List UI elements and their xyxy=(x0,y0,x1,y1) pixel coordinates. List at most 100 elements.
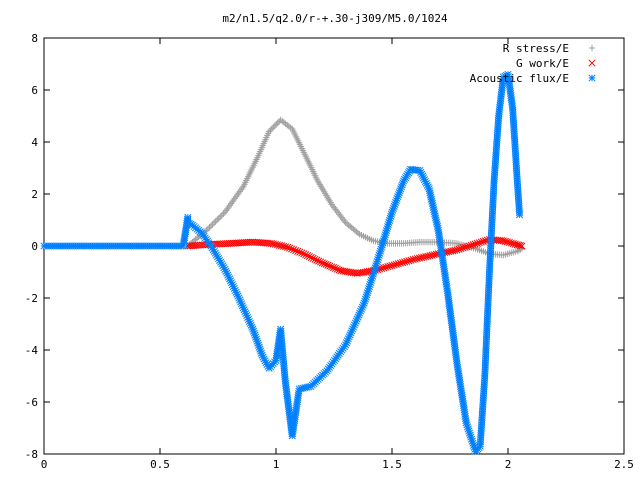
series-1-point xyxy=(509,240,517,248)
x-tick-label: 0.5 xyxy=(150,458,170,471)
series-1-point xyxy=(465,242,473,250)
series-1-point xyxy=(294,247,302,255)
series-1-point xyxy=(284,243,292,251)
series-1-point xyxy=(290,246,298,254)
series-1-point xyxy=(384,263,392,271)
series-1-point xyxy=(271,240,279,248)
series-0-point xyxy=(212,218,219,225)
series-layer xyxy=(40,70,526,455)
axis-ticks xyxy=(43,37,625,455)
series-1-point xyxy=(326,262,334,270)
series-1-point xyxy=(288,245,296,253)
legend-marker-1 xyxy=(588,59,596,67)
series-1-point xyxy=(424,252,432,260)
series-1-point xyxy=(279,242,288,250)
series-1-point xyxy=(313,256,321,264)
series-0-point xyxy=(270,124,277,131)
series-1-point xyxy=(455,245,463,253)
series-1-point xyxy=(507,239,515,247)
series-1-point xyxy=(405,257,413,265)
series-0-point xyxy=(515,247,523,254)
series-1-point xyxy=(499,237,507,245)
legend-label-2: Acoustic flux/E xyxy=(470,72,569,85)
series-1-point xyxy=(333,265,341,273)
series-1-point xyxy=(422,253,430,261)
series-1-point xyxy=(298,249,306,257)
series-0-point xyxy=(267,126,274,134)
series-1-point xyxy=(275,241,284,249)
series-0-point xyxy=(354,229,362,237)
series-1-point xyxy=(382,263,390,271)
series-1-point xyxy=(473,239,481,247)
series-1-point xyxy=(505,238,513,247)
y-tick-label: 4 xyxy=(31,136,38,149)
series-1-point xyxy=(430,251,438,259)
series-0-point xyxy=(268,125,276,132)
series-1-point xyxy=(516,242,524,250)
series-0-point xyxy=(206,224,213,231)
series-1-point xyxy=(407,256,415,264)
series-1-point xyxy=(335,266,343,274)
series-1-point xyxy=(469,241,477,249)
series-1-point xyxy=(303,252,312,260)
series-1-point xyxy=(417,254,426,262)
series-0-point xyxy=(217,213,224,220)
series-1-point xyxy=(475,239,483,247)
series-1-point xyxy=(477,238,485,246)
series-1-point xyxy=(413,254,421,263)
series-1-point xyxy=(449,247,457,255)
series-1-point xyxy=(390,261,398,269)
series-0-point xyxy=(274,119,281,127)
series-1-point xyxy=(309,254,317,262)
series-0-point xyxy=(214,216,221,223)
series-1-point xyxy=(415,254,423,262)
series-1-point xyxy=(398,258,407,267)
series-0-point xyxy=(218,212,226,219)
series-1-point xyxy=(328,263,336,271)
series-1-point xyxy=(386,262,394,270)
series-1-point xyxy=(302,251,310,259)
series-2 xyxy=(40,70,524,455)
series-1-point xyxy=(409,256,417,264)
series-1-point xyxy=(420,253,428,261)
series-0-point xyxy=(207,222,215,230)
series-1-point xyxy=(471,240,479,248)
y-tick-label: 6 xyxy=(31,84,38,97)
y-tick-label: -2 xyxy=(25,292,38,305)
x-tick-label: 1 xyxy=(273,458,280,471)
y-tick-label: 8 xyxy=(31,32,38,45)
series-1-point xyxy=(396,259,404,267)
x-tick-label: 1.5 xyxy=(382,458,402,471)
series-0-point xyxy=(265,128,273,135)
series-1-point xyxy=(329,264,338,272)
y-tick-label: 2 xyxy=(31,188,38,201)
legend-marker-2 xyxy=(588,74,596,82)
series-0-point xyxy=(220,210,227,217)
series-1-point xyxy=(426,252,434,260)
axis-tick-labels: 0 0.5 1 1.5 2 2.5 -8 -6 -4 -2 0 2 4 6 8 xyxy=(25,32,634,471)
series-1-point xyxy=(324,261,332,269)
legend-label-0: R stress/E xyxy=(503,42,569,55)
legend-label-1: G work/E xyxy=(516,57,569,70)
series-1-point xyxy=(411,255,419,263)
series-0-point xyxy=(215,215,222,222)
series-1-point xyxy=(282,243,290,251)
series-1-point xyxy=(277,242,286,250)
series-1-point xyxy=(305,252,313,261)
series-1-point xyxy=(269,240,277,248)
series-0-point xyxy=(210,219,218,227)
series-0-point xyxy=(271,122,279,129)
legend: R stress/E G work/E Acoustic flux/E xyxy=(470,42,596,85)
series-1-point xyxy=(401,258,409,266)
series-2-point xyxy=(516,211,524,219)
series-1-point xyxy=(316,258,325,266)
y-tick-label: -8 xyxy=(25,448,38,461)
series-1-point xyxy=(331,264,339,272)
series-1-point xyxy=(463,243,471,251)
series-1-point xyxy=(447,247,455,255)
series-1-point xyxy=(453,246,461,254)
y-tick-label: -4 xyxy=(25,344,39,357)
legend-marker-0 xyxy=(588,44,596,52)
series-1-point xyxy=(428,251,436,259)
